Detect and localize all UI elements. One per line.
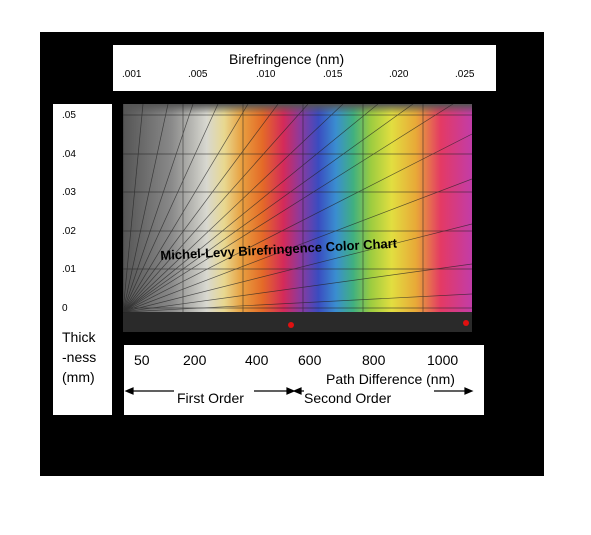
tick-label: 800 (362, 352, 386, 368)
scale-strip (123, 312, 472, 332)
axis-title: Birefringence (nm) (229, 51, 345, 67)
tick-label: .001 (122, 69, 142, 80)
tick-label: .03 (62, 187, 76, 198)
axis-title: -ness (62, 349, 97, 365)
top-shade (123, 104, 472, 114)
thickness-box: .05 .04 .03 .02 .01 0 Thick -ness (mm) (53, 104, 112, 415)
tick-label: .005 (188, 69, 208, 80)
tick-label: .04 (62, 149, 76, 160)
axis-title: (mm) (62, 369, 95, 385)
tick-label: 600 (298, 352, 322, 368)
tick-label: .015 (323, 69, 343, 80)
tick-label: 50 (134, 352, 150, 368)
tick-label: 400 (245, 352, 269, 368)
path-box: 50 200 400 600 800 1000 Path Difference … (124, 345, 484, 415)
tick-label: .05 (62, 110, 76, 121)
axis-title: Path Difference (nm) (326, 371, 455, 387)
tick-label: .025 (455, 69, 475, 80)
chart-lines (123, 104, 472, 328)
axis-title: Thick (62, 329, 96, 345)
tick-label: 1000 (427, 352, 459, 368)
tick-label: .010 (256, 69, 276, 80)
order-label: Second Order (304, 390, 392, 406)
birefringence-box: Birefringence (nm) .001 .005 .010 .015 .… (113, 45, 496, 91)
tick-label: .01 (62, 264, 76, 275)
order-label: First Order (177, 390, 244, 406)
tick-label: 200 (183, 352, 207, 368)
tick-label: .02 (62, 226, 76, 237)
color-chart (123, 104, 472, 332)
tick-label: .020 (389, 69, 409, 80)
arrows (124, 387, 474, 395)
tick-label: 0 (62, 303, 68, 314)
